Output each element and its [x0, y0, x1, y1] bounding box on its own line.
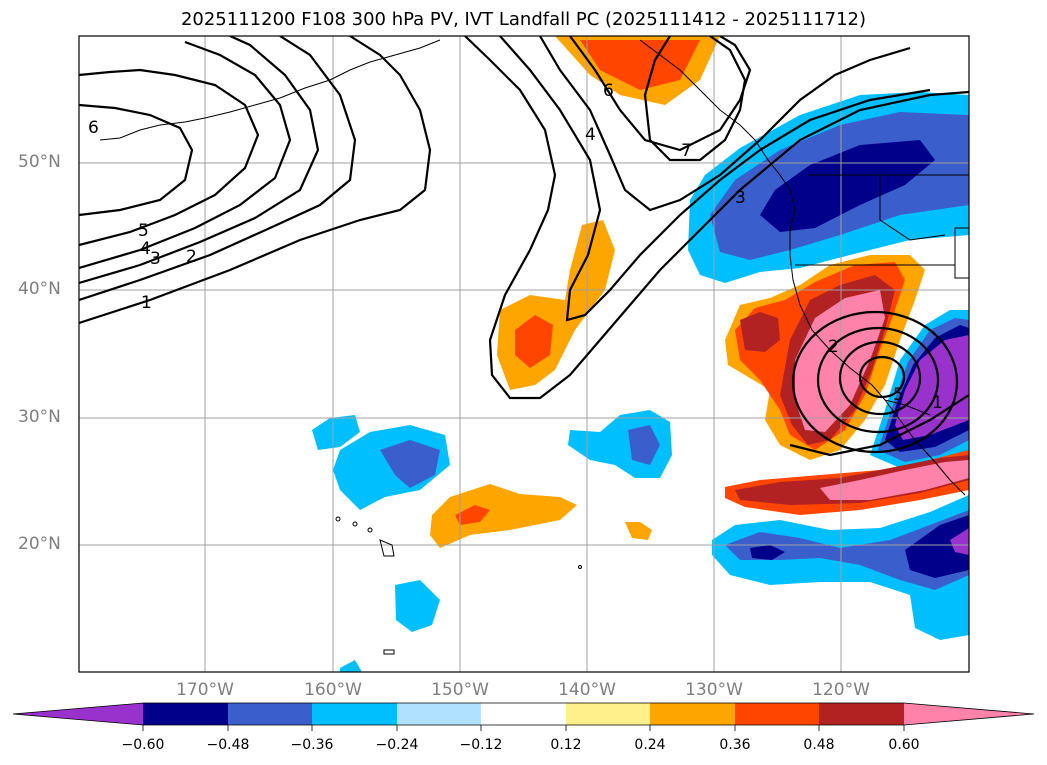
lon-label: 120°W: [812, 680, 870, 700]
contour-label: 2: [828, 337, 839, 357]
negative-anomaly-southwest: [870, 310, 969, 470]
contour-label: 5: [138, 221, 149, 241]
lat-label: 40°N: [18, 279, 61, 299]
lon-label: 170°W: [176, 680, 234, 700]
contour-label: 3: [150, 249, 161, 269]
negative-anomaly-central-pacific: [312, 410, 672, 672]
positive-anomaly-trough: [497, 220, 615, 390]
positive-anomaly-subtropical: [725, 450, 969, 515]
plot-frame: [78, 35, 970, 673]
contour-labels: 6 5 4 3 2 1 6 4 7 3 2 1 5: [88, 81, 943, 413]
lat-label: 30°N: [18, 407, 61, 427]
contour-label: 7: [681, 141, 692, 161]
contour-label: 5: [893, 385, 904, 405]
colorbar-tick-label: 0.60: [888, 737, 920, 753]
colorbar-tick-label: −0.36: [290, 737, 334, 753]
colorbar-tick-label: 0.48: [803, 737, 835, 753]
positive-anomaly-california: [725, 255, 925, 460]
colorbar-tick-label: −0.60: [121, 737, 165, 753]
contour-label: 6: [88, 118, 99, 138]
lon-label: 150°W: [431, 680, 489, 700]
colorbar-tick-label: −0.24: [375, 737, 419, 753]
contour-label: 4: [585, 125, 596, 145]
lon-label: 130°W: [685, 680, 743, 700]
lon-label: 140°W: [558, 680, 616, 700]
colorbar-tick-label: 0.12: [550, 737, 582, 753]
colorbar-tick-label: 0.36: [719, 737, 751, 753]
contour-label: 2: [186, 247, 197, 267]
colorbar-tick-label: −0.48: [206, 737, 250, 753]
lat-label: 50°N: [18, 152, 61, 172]
contour-label: 1: [932, 393, 943, 413]
negative-anomaly-northwest: [688, 92, 969, 283]
positive-anomaly-alaska: [555, 36, 720, 105]
contour-label: 6: [603, 81, 614, 101]
colorbar-tick-label: −0.12: [459, 737, 503, 753]
colorbar: [12, 702, 1035, 731]
map-title: 2025111200 F108 300 hPa PV, IVT Landfall…: [180, 9, 867, 30]
lat-label: 20°N: [18, 534, 61, 554]
contour-label: 4: [140, 239, 151, 259]
colorbar-tick-label: 0.24: [634, 737, 666, 753]
lon-label: 160°W: [304, 680, 362, 700]
contour-label: 3: [735, 188, 746, 208]
contour-label: 1: [141, 293, 152, 313]
height-contours: [79, 36, 969, 457]
positive-anomaly-central-pacific: [430, 484, 652, 548]
